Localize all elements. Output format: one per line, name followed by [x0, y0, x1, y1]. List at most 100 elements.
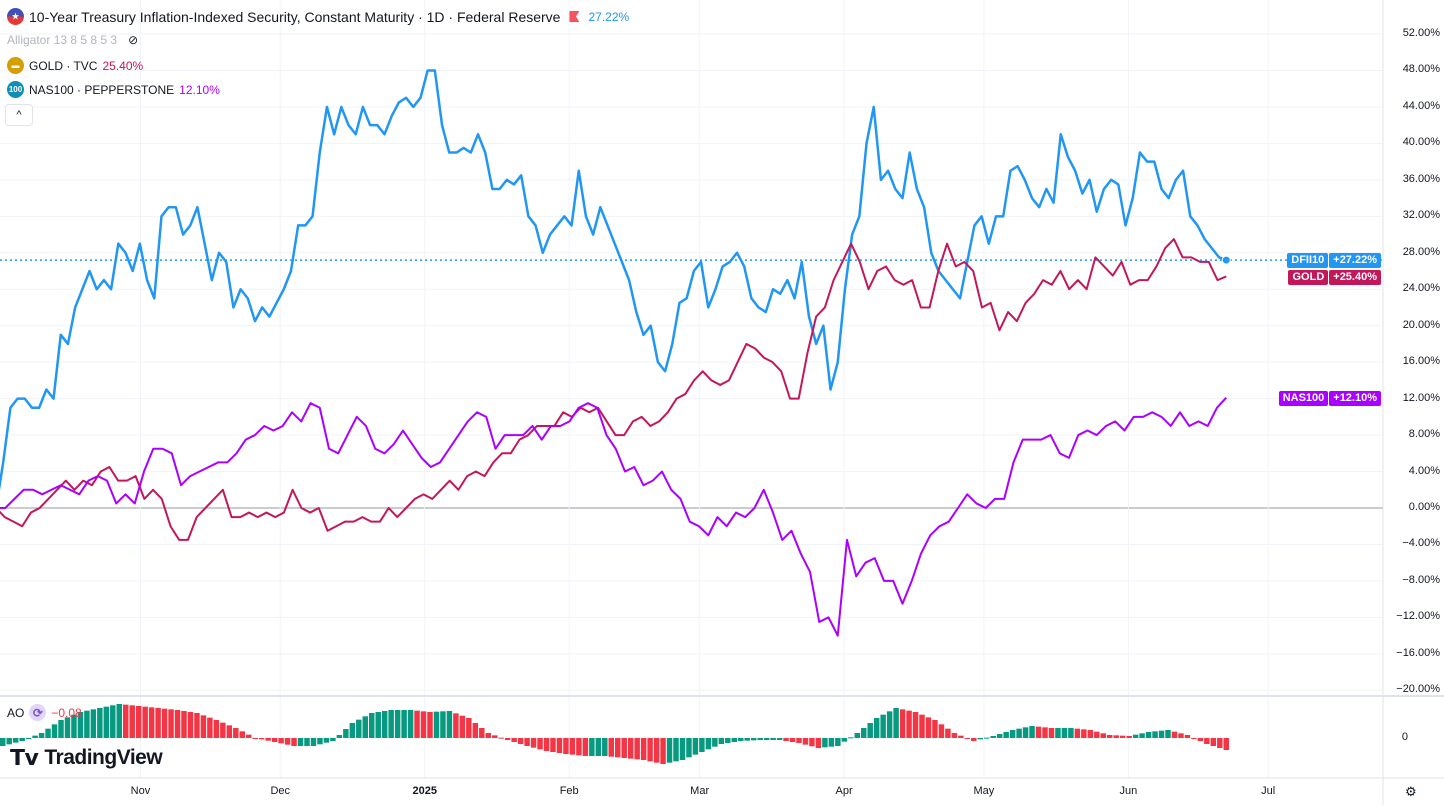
series-lines [0, 69, 1383, 637]
ao-bar [64, 717, 71, 738]
y-tick-label: −12.00% [1396, 610, 1440, 623]
ao-bar [90, 709, 97, 738]
ao-bar [996, 734, 1003, 738]
ao-bar [349, 723, 356, 738]
ao-bar [653, 738, 660, 763]
y-tick-label: 4.00% [1408, 464, 1440, 477]
ao-bar [310, 738, 317, 746]
ao-bar [615, 738, 621, 758]
ao-bar [479, 728, 485, 738]
ao-bar [1132, 734, 1139, 738]
ao-bar [369, 713, 375, 738]
ao-bar [543, 738, 550, 751]
ao-bar [123, 704, 129, 738]
compare-nas100[interactable]: 100 NAS100 · PEPPERSTONE 12.10% [7, 81, 220, 98]
ao-label: AO [7, 705, 25, 720]
ao-bar [116, 704, 122, 738]
ao-bar [317, 738, 323, 745]
ao-bar [323, 738, 330, 743]
ao-bar [336, 735, 343, 738]
ao-bar [705, 738, 712, 750]
ao-bar [945, 728, 951, 738]
compare-gold[interactable]: ▬ GOLD · TVC 25.40% [7, 57, 143, 74]
tradingview-logo[interactable]: 𝗧𝘃 TradingView [10, 745, 163, 771]
ao-bar [971, 738, 977, 741]
ao-bar [647, 738, 653, 762]
ao-bar [1016, 728, 1022, 738]
ao-bar [783, 738, 789, 741]
ao-bar [744, 738, 750, 741]
ao-bar [789, 738, 796, 742]
ao-bar [6, 738, 12, 745]
ao-bar [492, 735, 498, 738]
ao-bar [951, 733, 958, 738]
ao-bar [809, 738, 815, 747]
ao-bar [1152, 731, 1158, 738]
y-tick-label: −16.00% [1396, 646, 1440, 659]
ao-bar [1165, 730, 1171, 738]
series-name-tag: NAS100 [1278, 390, 1329, 406]
ao-bar [187, 712, 194, 738]
ao-bar [1178, 733, 1184, 738]
refresh-icon[interactable]: ⟳ [29, 704, 47, 721]
ao-bar [12, 738, 19, 743]
ao-bar [427, 712, 433, 738]
indicator-legend[interactable]: Alligator 13 8 5 8 5 3 ⊘ [7, 33, 138, 47]
ao-bar [498, 737, 504, 739]
ao-bar [32, 735, 38, 738]
ao-bar [776, 738, 783, 740]
ao-bar [394, 710, 401, 738]
ao-bar [453, 713, 459, 738]
ao-bar [1223, 738, 1229, 750]
ao-bar [828, 738, 835, 747]
collapse-legend-button[interactable]: ^ [5, 104, 33, 126]
settings-gear-icon[interactable]: ⚙ [1405, 784, 1417, 799]
ao-bar [84, 710, 90, 738]
ao-bar [148, 707, 155, 738]
ao-bar [731, 738, 737, 742]
indicator-label: Alligator 13 8 5 8 5 3 [7, 33, 118, 47]
ao-bar [867, 723, 873, 738]
ao-bar [414, 710, 420, 738]
ao-bar [1009, 730, 1016, 738]
ao-bar [1022, 727, 1029, 738]
ao-bar [977, 738, 983, 740]
ao-legend[interactable]: AO ⟳ −0.08 [7, 704, 82, 721]
y-tick-label: 36.00% [1402, 172, 1440, 185]
ao-bar [375, 712, 381, 738]
ao-bar [168, 709, 174, 738]
ao-bar [582, 738, 589, 756]
ao-bar [472, 723, 479, 738]
ao-bar [174, 710, 181, 738]
ao-bar [233, 728, 239, 738]
ao-bar [45, 728, 51, 738]
x-tick-label: May [973, 785, 995, 797]
ao-bar [835, 738, 841, 746]
ao-bar [246, 734, 252, 738]
flag-icon[interactable] [569, 11, 580, 22]
main-legend[interactable]: ★ 10-Year Treasury Inflation-Indexed Sec… [7, 8, 629, 25]
series-tag-nas100: NAS100 +12.10% [1278, 390, 1381, 406]
y-tick-label: 32.00% [1402, 209, 1440, 222]
ao-bar [1074, 728, 1081, 738]
ao-bar [524, 738, 530, 746]
ao-bar [213, 720, 220, 738]
ao-bar [1204, 738, 1210, 744]
ao-bar [660, 738, 666, 764]
x-tick-label: Dec [270, 785, 291, 797]
ao-bar [893, 708, 899, 738]
ao-bar [763, 738, 770, 740]
y-tick-label: 44.00% [1402, 99, 1440, 112]
eye-off-icon[interactable]: ⊘ [128, 33, 139, 47]
ao-bar [1061, 728, 1068, 738]
ao-bar [1035, 726, 1042, 738]
ao-bar [602, 738, 608, 756]
series-name-tag: GOLD [1288, 270, 1329, 286]
series-line-gold [0, 238, 1227, 541]
ao-bar [589, 738, 595, 756]
ao-bar [459, 715, 466, 738]
ao-bar [142, 706, 148, 738]
ao-histogram [0, 704, 1229, 764]
ao-bar [841, 738, 848, 742]
